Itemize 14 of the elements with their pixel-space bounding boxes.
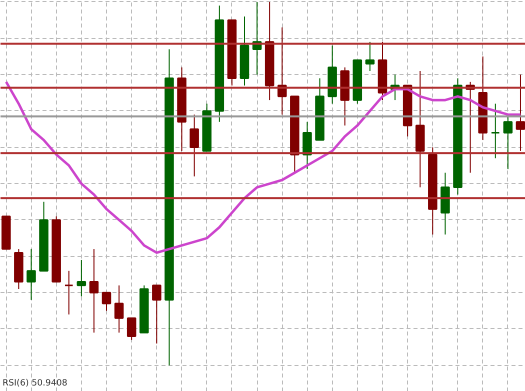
candlestick xyxy=(126,317,136,340)
candlestick xyxy=(64,270,74,315)
candlestick xyxy=(190,114,199,177)
candlestick xyxy=(365,41,375,72)
candlestick xyxy=(114,284,124,334)
candlestick xyxy=(26,248,36,300)
text: RSI(6) 50.9408 xyxy=(2,378,68,388)
candlestick xyxy=(490,103,500,159)
candlestick xyxy=(89,248,99,334)
candlestick xyxy=(76,259,86,297)
candlestick xyxy=(516,74,525,152)
candlestick xyxy=(302,121,312,170)
candlestick xyxy=(152,284,162,344)
candlestick xyxy=(102,292,112,312)
